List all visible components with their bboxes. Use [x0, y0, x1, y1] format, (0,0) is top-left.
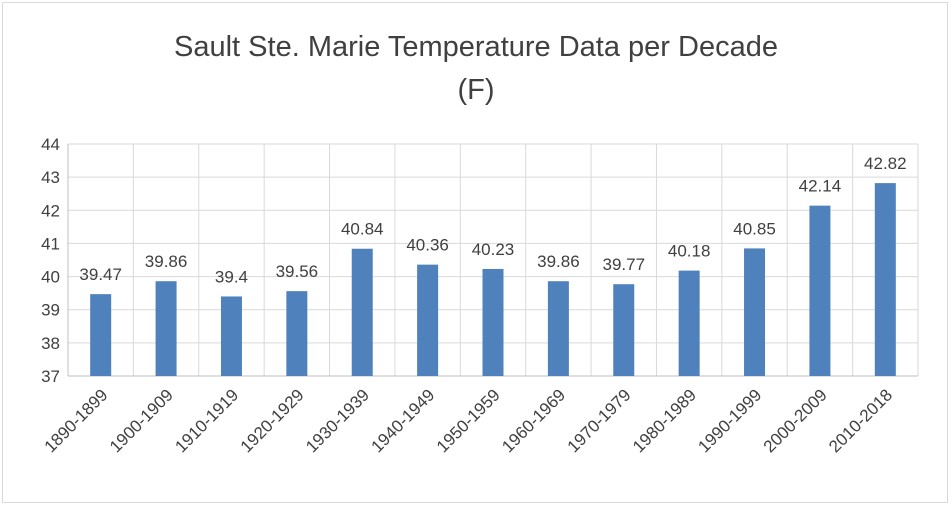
x-tick-label: 1940-1949 [368, 385, 439, 456]
y-tick-label: 39 [41, 301, 60, 320]
x-tick-label: 1970-1979 [564, 385, 635, 456]
y-tick-label: 40 [41, 268, 60, 287]
y-tick-label: 38 [41, 334, 60, 353]
bar-1910-1919 [220, 296, 242, 376]
bar-1970-1979 [613, 284, 635, 376]
x-tick-label: 1910-1919 [171, 385, 242, 456]
bar-1990-1999 [744, 248, 766, 376]
y-tick-label: 37 [41, 367, 60, 386]
bar-2000-2009 [809, 205, 831, 376]
data-label: 39.47 [79, 265, 122, 284]
data-label: 39.4 [215, 267, 248, 286]
chart-title-units: (F) [457, 74, 495, 106]
bar-1960-1969 [547, 281, 569, 376]
y-tick-label: 44 [41, 135, 60, 154]
bar-1930-1939 [351, 248, 373, 376]
data-label: 42.14 [799, 177, 842, 196]
bar-1980-1989 [678, 270, 700, 376]
x-tick-label: 1920-1929 [237, 385, 308, 456]
bar-1940-1949 [417, 264, 439, 376]
x-tick-label: 1960-1969 [498, 385, 569, 456]
data-label: 39.56 [276, 262, 319, 281]
bar-1900-1909 [155, 281, 177, 376]
x-tick-label: 1990-1999 [694, 385, 765, 456]
x-tick-label: 2010-2018 [825, 385, 896, 456]
x-tick-label: 1930-1939 [302, 385, 373, 456]
data-label: 39.86 [145, 252, 188, 271]
x-tick-label: 1890-1899 [41, 385, 112, 456]
data-label: 39.77 [602, 255, 645, 274]
data-label: 42.82 [864, 154, 907, 173]
bar-1890-1899 [90, 294, 112, 376]
data-label: 40.23 [472, 240, 515, 259]
x-tick-label: 1900-1909 [106, 385, 177, 456]
data-label: 40.84 [341, 220, 384, 239]
y-tick-label: 42 [41, 201, 60, 220]
data-label: 39.86 [537, 252, 580, 271]
x-tick-label: 1950-1959 [433, 385, 504, 456]
data-label: 40.18 [668, 242, 711, 261]
data-label: 40.36 [406, 236, 449, 255]
chart-title: Sault Ste. Marie Temperature Data per De… [174, 31, 778, 63]
y-tick-label: 41 [41, 234, 60, 253]
data-label: 40.85 [733, 219, 776, 238]
x-tick-label: 2000-2009 [760, 385, 831, 456]
bar-1950-1959 [482, 268, 504, 376]
y-tick-label: 43 [41, 168, 60, 187]
bar-2010-2018 [874, 183, 896, 376]
x-tick-label: 1980-1989 [629, 385, 700, 456]
bar-1920-1929 [286, 291, 308, 376]
